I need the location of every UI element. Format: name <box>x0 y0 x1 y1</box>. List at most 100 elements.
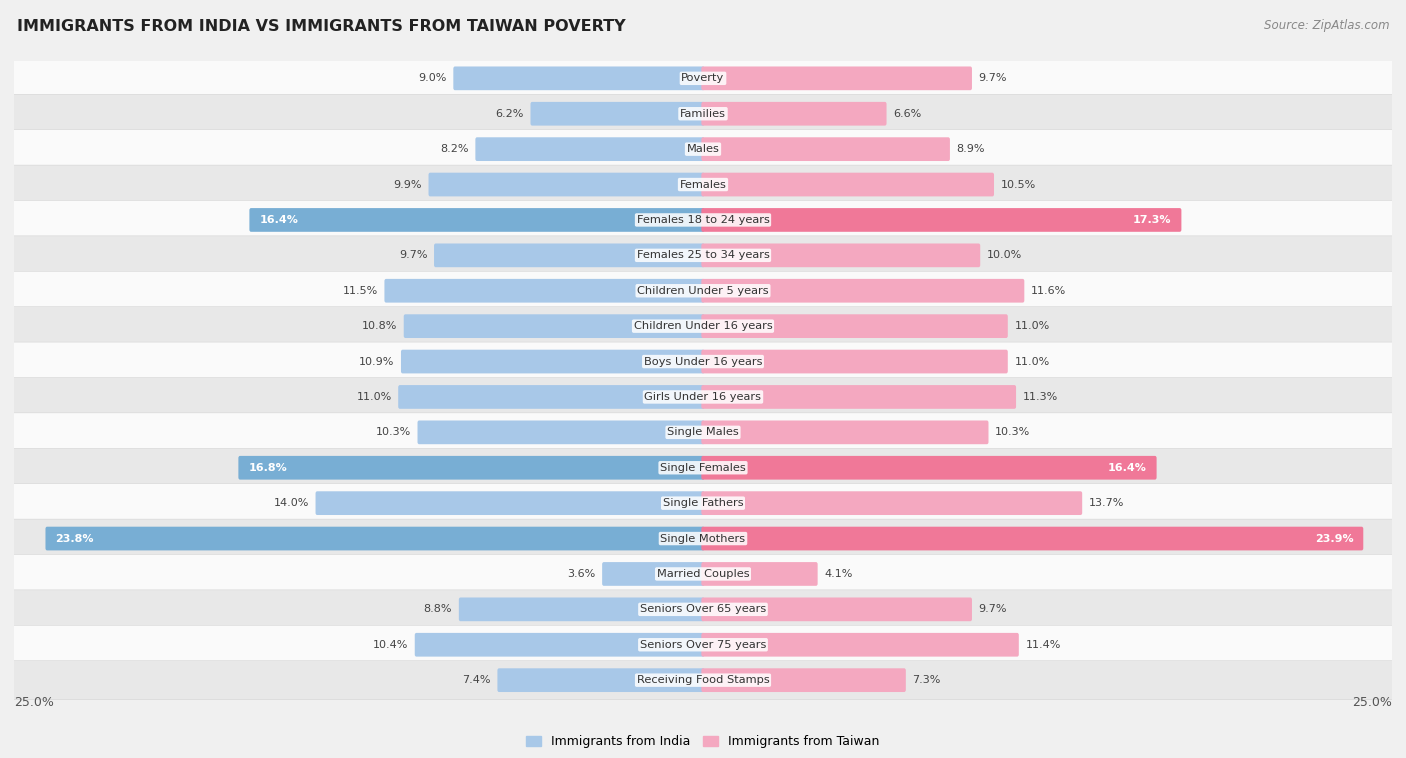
FancyBboxPatch shape <box>429 173 704 196</box>
FancyBboxPatch shape <box>702 349 1008 374</box>
Text: 10.5%: 10.5% <box>1001 180 1036 190</box>
FancyBboxPatch shape <box>702 633 1019 656</box>
Text: 11.3%: 11.3% <box>1022 392 1057 402</box>
FancyBboxPatch shape <box>702 315 1008 338</box>
Text: 11.0%: 11.0% <box>1014 321 1050 331</box>
FancyBboxPatch shape <box>0 271 1406 310</box>
Text: Single Females: Single Females <box>661 462 745 473</box>
FancyBboxPatch shape <box>0 625 1406 664</box>
FancyBboxPatch shape <box>0 661 1406 700</box>
Text: 9.7%: 9.7% <box>399 250 427 260</box>
Text: 10.3%: 10.3% <box>375 428 411 437</box>
Text: 9.7%: 9.7% <box>979 74 1007 83</box>
FancyBboxPatch shape <box>0 130 1406 168</box>
FancyBboxPatch shape <box>434 243 704 268</box>
Text: Seniors Over 75 years: Seniors Over 75 years <box>640 640 766 650</box>
Text: Married Couples: Married Couples <box>657 569 749 579</box>
FancyBboxPatch shape <box>702 562 818 586</box>
Text: Children Under 16 years: Children Under 16 years <box>634 321 772 331</box>
FancyBboxPatch shape <box>315 491 704 515</box>
Text: 11.0%: 11.0% <box>1014 356 1050 367</box>
FancyBboxPatch shape <box>702 491 1083 515</box>
Text: 10.4%: 10.4% <box>373 640 408 650</box>
Text: 16.8%: 16.8% <box>249 462 287 473</box>
Text: Girls Under 16 years: Girls Under 16 years <box>644 392 762 402</box>
Text: 8.9%: 8.9% <box>956 144 986 154</box>
FancyBboxPatch shape <box>418 421 704 444</box>
FancyBboxPatch shape <box>702 137 950 161</box>
Text: Females 25 to 34 years: Females 25 to 34 years <box>637 250 769 260</box>
FancyBboxPatch shape <box>0 484 1406 522</box>
FancyBboxPatch shape <box>702 669 905 692</box>
FancyBboxPatch shape <box>602 562 704 586</box>
Text: Poverty: Poverty <box>682 74 724 83</box>
FancyBboxPatch shape <box>0 413 1406 452</box>
Text: 7.4%: 7.4% <box>463 675 491 685</box>
FancyBboxPatch shape <box>0 519 1406 558</box>
FancyBboxPatch shape <box>0 200 1406 240</box>
FancyBboxPatch shape <box>0 236 1406 275</box>
Text: 23.9%: 23.9% <box>1315 534 1354 543</box>
Text: 9.9%: 9.9% <box>394 180 422 190</box>
Text: 11.0%: 11.0% <box>356 392 392 402</box>
FancyBboxPatch shape <box>475 137 704 161</box>
FancyBboxPatch shape <box>0 342 1406 381</box>
FancyBboxPatch shape <box>702 279 1025 302</box>
FancyBboxPatch shape <box>0 590 1406 629</box>
Text: 11.4%: 11.4% <box>1025 640 1060 650</box>
Text: 10.8%: 10.8% <box>361 321 396 331</box>
FancyBboxPatch shape <box>249 208 704 232</box>
FancyBboxPatch shape <box>702 208 1181 232</box>
Text: IMMIGRANTS FROM INDIA VS IMMIGRANTS FROM TAIWAN POVERTY: IMMIGRANTS FROM INDIA VS IMMIGRANTS FROM… <box>17 19 626 34</box>
Text: 9.0%: 9.0% <box>419 74 447 83</box>
Text: 16.4%: 16.4% <box>259 215 298 225</box>
FancyBboxPatch shape <box>404 315 704 338</box>
FancyBboxPatch shape <box>0 59 1406 98</box>
Text: Children Under 5 years: Children Under 5 years <box>637 286 769 296</box>
FancyBboxPatch shape <box>0 448 1406 487</box>
FancyBboxPatch shape <box>702 597 972 622</box>
Text: 9.7%: 9.7% <box>979 604 1007 614</box>
FancyBboxPatch shape <box>702 102 887 126</box>
Text: 13.7%: 13.7% <box>1088 498 1125 508</box>
Text: Single Fathers: Single Fathers <box>662 498 744 508</box>
FancyBboxPatch shape <box>530 102 704 126</box>
FancyBboxPatch shape <box>0 94 1406 133</box>
Text: 3.6%: 3.6% <box>567 569 596 579</box>
FancyBboxPatch shape <box>702 527 1364 550</box>
Text: 23.8%: 23.8% <box>55 534 94 543</box>
Text: 8.2%: 8.2% <box>440 144 468 154</box>
FancyBboxPatch shape <box>384 279 704 302</box>
FancyBboxPatch shape <box>702 67 972 90</box>
Text: 14.0%: 14.0% <box>274 498 309 508</box>
FancyBboxPatch shape <box>702 243 980 268</box>
FancyBboxPatch shape <box>398 385 704 409</box>
Text: 7.3%: 7.3% <box>912 675 941 685</box>
Text: Females: Females <box>679 180 727 190</box>
Text: 11.6%: 11.6% <box>1031 286 1066 296</box>
FancyBboxPatch shape <box>0 377 1406 416</box>
Text: Source: ZipAtlas.com: Source: ZipAtlas.com <box>1264 19 1389 32</box>
Text: Single Mothers: Single Mothers <box>661 534 745 543</box>
Text: 6.6%: 6.6% <box>893 108 921 119</box>
FancyBboxPatch shape <box>0 165 1406 204</box>
Text: 10.9%: 10.9% <box>359 356 394 367</box>
Text: 25.0%: 25.0% <box>1353 696 1392 709</box>
Text: 6.2%: 6.2% <box>495 108 524 119</box>
FancyBboxPatch shape <box>45 527 704 550</box>
FancyBboxPatch shape <box>702 385 1017 409</box>
Text: Seniors Over 65 years: Seniors Over 65 years <box>640 604 766 614</box>
Text: 10.3%: 10.3% <box>995 428 1031 437</box>
Text: Males: Males <box>686 144 720 154</box>
Text: 16.4%: 16.4% <box>1108 462 1147 473</box>
Text: 8.8%: 8.8% <box>423 604 453 614</box>
Text: Single Males: Single Males <box>666 428 740 437</box>
FancyBboxPatch shape <box>702 421 988 444</box>
FancyBboxPatch shape <box>702 456 1157 480</box>
Text: 25.0%: 25.0% <box>14 696 53 709</box>
FancyBboxPatch shape <box>401 349 704 374</box>
Legend: Immigrants from India, Immigrants from Taiwan: Immigrants from India, Immigrants from T… <box>522 731 884 753</box>
FancyBboxPatch shape <box>239 456 704 480</box>
Text: 11.5%: 11.5% <box>343 286 378 296</box>
FancyBboxPatch shape <box>458 597 704 622</box>
